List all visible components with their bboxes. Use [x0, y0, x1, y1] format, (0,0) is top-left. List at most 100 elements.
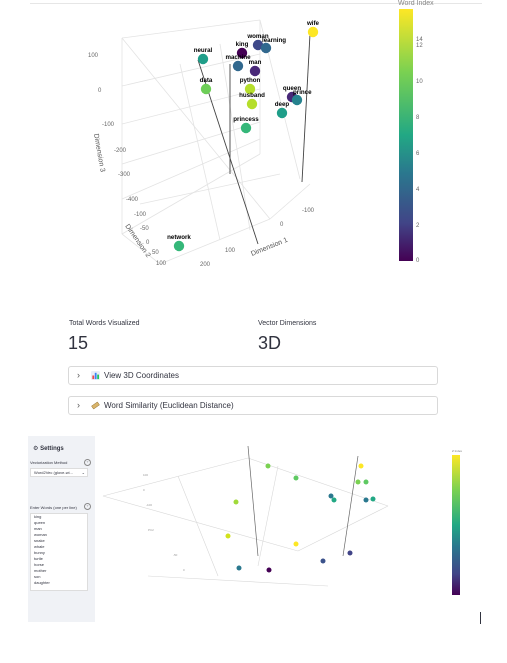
word-line: mother	[34, 568, 47, 573]
point-label-deep: deep	[275, 101, 290, 108]
point-man[interactable]	[249, 65, 261, 77]
z-tick: 0	[98, 88, 102, 94]
word-line: king	[34, 514, 42, 519]
point-machine[interactable]	[232, 60, 244, 72]
point-neural[interactable]	[197, 53, 209, 65]
word-line: turtle	[34, 556, 43, 561]
point-wife[interactable]	[307, 26, 319, 38]
y-tick: 0	[146, 240, 150, 246]
mini-colorbar	[452, 455, 460, 595]
chevron-right-icon: ›	[77, 370, 80, 380]
total-words-label: Total Words Visualized	[69, 320, 140, 327]
word-line: woman	[34, 532, 47, 537]
chevron-down-icon: ⌄	[81, 470, 85, 475]
x-tick: 0	[280, 222, 284, 228]
words-textarea[interactable]: king queen man woman snake whale bunny t…	[30, 513, 88, 591]
mini-colorbar-title: Z Index	[452, 449, 463, 453]
word-line: queen	[34, 520, 46, 525]
point-label-husband: husband	[239, 92, 265, 99]
y-tick: 100	[156, 261, 167, 267]
chevron-right-icon: ›	[77, 400, 80, 410]
view-3d-coordinates-expander[interactable]: › View 3D Coordinates	[68, 366, 438, 385]
x-tick: 200	[200, 262, 211, 268]
word-line: whale	[34, 544, 45, 549]
point-husband[interactable]	[246, 98, 258, 110]
z-tick: -400	[126, 197, 139, 203]
point-label-queen: queen	[283, 85, 301, 92]
colorbar-tick: 0	[416, 258, 420, 264]
enter-words-label: Enter Words (one per line)	[30, 505, 77, 510]
colorbar-title: Word Index	[398, 0, 434, 7]
x-tick: 100	[225, 248, 236, 254]
point-data[interactable]	[200, 83, 212, 95]
colorbar-tick: 2	[416, 223, 420, 229]
top-divider	[30, 3, 482, 4]
embedded-screenshot-plot: 100 0 -100 PC2 -50 0 Z Index	[28, 436, 486, 624]
y-tick: -50	[140, 226, 149, 232]
y-tick: -100	[134, 212, 147, 218]
point-label-network: network	[167, 234, 191, 241]
word-similarity-expander[interactable]: › Word Similarity (Euclidean Distance)	[68, 396, 438, 415]
z-tick: 100	[88, 53, 99, 59]
text-cursor	[480, 612, 481, 624]
svg-text:-50: -50	[173, 553, 178, 557]
colorbar	[399, 9, 413, 261]
point-network[interactable]	[173, 240, 185, 252]
point-label-prince: prince	[293, 89, 312, 96]
svg-text:100: 100	[143, 473, 148, 477]
settings-title: ⚙ Settings	[33, 446, 64, 452]
word-line: horse	[34, 562, 45, 567]
vectorization-method-select[interactable]: Word2Vec (glove-wi... ⌄	[30, 468, 88, 477]
point-label-neural: neural	[194, 47, 213, 54]
point-label-machine: machine	[225, 54, 251, 61]
vector-dimensions-label: Vector Dimensions	[258, 320, 317, 327]
point-label-wife: wife	[306, 20, 320, 27]
point-label-princess: princess	[233, 116, 259, 123]
colorbar-tick: 4	[416, 187, 420, 193]
help-icon[interactable]: ?	[84, 503, 91, 510]
x-axis-title: Dimension 1	[250, 237, 289, 258]
point-king[interactable]	[236, 47, 248, 59]
point-princess[interactable]	[240, 122, 252, 134]
point-python[interactable]	[244, 83, 256, 95]
help-icon[interactable]: ?	[84, 459, 91, 466]
z-axis-title: Dimension 3	[92, 133, 106, 173]
vectorization-method-label: Vectorization Method	[30, 460, 68, 465]
point-woman[interactable]	[252, 39, 264, 51]
settings-sidebar: ⚙ Settings Vectorization Method ? Word2V…	[28, 436, 95, 622]
z-tick: -100	[102, 122, 115, 128]
expander-label: Word Similarity (Euclidean Distance)	[104, 401, 234, 410]
svg-text:0: 0	[143, 488, 145, 492]
word-line: daughter	[34, 580, 50, 585]
svg-text:PC2: PC2	[148, 528, 154, 532]
word-line: son	[34, 574, 41, 579]
gear-icon: ⚙	[33, 446, 39, 452]
point-label-king: king	[236, 41, 249, 48]
z-tick: -300	[118, 172, 131, 178]
colorbar-tick: 10	[416, 79, 423, 85]
word-line: man	[34, 526, 42, 531]
scatter-3d-plot[interactable]: 100 0 -100 -200 -300 -400 -100 -50 0 50 …	[30, 4, 370, 276]
colorbar-tick: 8	[416, 115, 420, 121]
point-label-data: data	[200, 77, 213, 84]
svg-text:-100: -100	[146, 503, 152, 507]
colorbar-tick: 6	[416, 151, 420, 157]
x-tick: -100	[302, 208, 315, 214]
point-label-python: python	[240, 77, 261, 84]
point-label-woman: woman	[246, 33, 269, 40]
y-tick: 50	[152, 250, 159, 256]
z-tick: -200	[114, 148, 127, 154]
point-prince[interactable]	[291, 94, 303, 106]
svg-text:0: 0	[183, 568, 185, 572]
point-learning[interactable]	[260, 42, 272, 54]
colorbar-tick: 14	[416, 37, 423, 43]
point-deep[interactable]	[276, 107, 288, 119]
colorbar-tick: 12	[416, 43, 423, 49]
point-label-man: man	[249, 59, 262, 66]
vector-dimensions-value: 3D	[258, 333, 282, 353]
point-label-learning: learning	[262, 37, 286, 44]
word-line: bunny	[34, 550, 45, 555]
ruler-icon	[91, 401, 100, 410]
axis-ticks: 100 0 -100 -200 -300 -400 -100 -50 0 50 …	[88, 53, 315, 268]
